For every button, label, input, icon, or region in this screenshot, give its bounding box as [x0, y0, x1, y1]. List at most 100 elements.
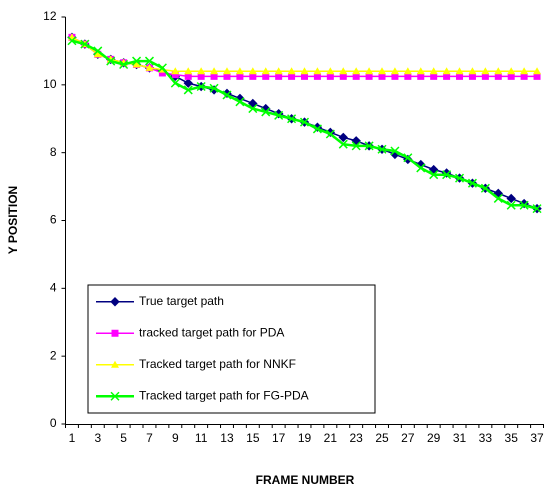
marker: [106, 56, 116, 66]
marker: [209, 83, 219, 93]
x-tick-label: 23: [349, 431, 363, 445]
marker: [430, 72, 438, 80]
legend-label: True target path: [139, 294, 224, 308]
marker: [170, 78, 180, 88]
legend-label: Tracked target path for NNKF: [139, 357, 296, 371]
x-tick-label: 19: [298, 431, 312, 445]
marker: [93, 46, 103, 56]
marker: [275, 72, 283, 80]
marker: [493, 193, 503, 203]
marker: [338, 139, 348, 149]
marker: [352, 67, 361, 75]
marker: [312, 124, 322, 134]
marker: [236, 72, 244, 80]
x-tick-label: 7: [146, 431, 153, 445]
marker: [326, 67, 335, 75]
marker: [365, 72, 373, 80]
marker: [378, 72, 386, 80]
marker: [339, 72, 347, 80]
marker: [506, 193, 516, 204]
marker: [210, 72, 218, 80]
x-tick-label: 31: [453, 431, 467, 445]
marker: [235, 97, 245, 107]
marker: [183, 85, 193, 95]
y-axis-title: Y POSITION: [6, 186, 20, 254]
x-tick-label: 33: [479, 431, 493, 445]
marker: [468, 67, 477, 75]
marker: [467, 178, 477, 188]
x-tick-label: 11: [195, 431, 208, 445]
marker: [235, 67, 244, 75]
marker: [158, 69, 166, 77]
marker: [261, 107, 271, 117]
marker: [352, 72, 360, 80]
marker: [365, 67, 374, 75]
marker: [494, 67, 503, 75]
marker: [442, 67, 451, 75]
marker: [416, 67, 425, 75]
marker: [119, 59, 129, 70]
marker: [403, 154, 413, 165]
marker: [417, 72, 425, 80]
marker: [274, 67, 283, 75]
marker: [287, 114, 297, 124]
y-tick-label: 6: [50, 213, 57, 227]
y-tick-label: 4: [50, 281, 57, 295]
marker: [299, 117, 310, 127]
marker: [132, 56, 142, 66]
marker: [132, 60, 141, 68]
marker: [429, 170, 439, 180]
marker: [532, 204, 542, 214]
marker: [261, 67, 270, 75]
marker: [326, 72, 334, 80]
marker: [80, 39, 90, 49]
marker: [454, 173, 465, 183]
marker: [288, 72, 296, 80]
marker: [519, 200, 529, 210]
marker: [196, 81, 206, 92]
y-tick-label: 8: [50, 145, 57, 159]
marker: [223, 72, 231, 80]
x-tick-label: 3: [94, 431, 101, 445]
marker: [390, 146, 400, 156]
marker: [300, 67, 309, 75]
marker: [339, 67, 348, 75]
x-tick-label: 15: [246, 431, 260, 445]
marker: [403, 67, 412, 75]
marker: [274, 110, 284, 120]
marker: [287, 67, 296, 75]
marker: [506, 200, 516, 210]
marker: [110, 391, 120, 401]
marker: [416, 163, 426, 173]
marker: [378, 67, 387, 75]
marker: [171, 71, 179, 79]
y-tick-label: 12: [43, 9, 57, 23]
marker: [184, 67, 193, 75]
marker: [183, 78, 193, 88]
x-tick-label: 5: [120, 431, 127, 445]
marker: [468, 72, 476, 80]
marker: [481, 67, 490, 75]
marker: [157, 63, 167, 73]
x-tick-label: 37: [530, 431, 544, 445]
marker: [222, 90, 232, 100]
legend-box: [87, 284, 376, 414]
marker: [313, 72, 321, 80]
marker: [210, 67, 219, 75]
x-tick-label: 17: [272, 431, 286, 445]
marker: [351, 141, 361, 151]
marker: [494, 72, 502, 80]
marker: [533, 67, 542, 75]
y-tick-label: 10: [43, 77, 57, 91]
marker: [110, 297, 120, 307]
marker: [248, 104, 258, 114]
marker: [364, 141, 374, 151]
x-tick-label: 1: [69, 431, 76, 445]
marker: [377, 144, 387, 154]
x-axis-title: FRAME NUMBER: [256, 473, 355, 487]
marker: [93, 50, 102, 58]
marker: [391, 72, 399, 80]
marker: [455, 67, 464, 75]
marker: [325, 129, 335, 139]
